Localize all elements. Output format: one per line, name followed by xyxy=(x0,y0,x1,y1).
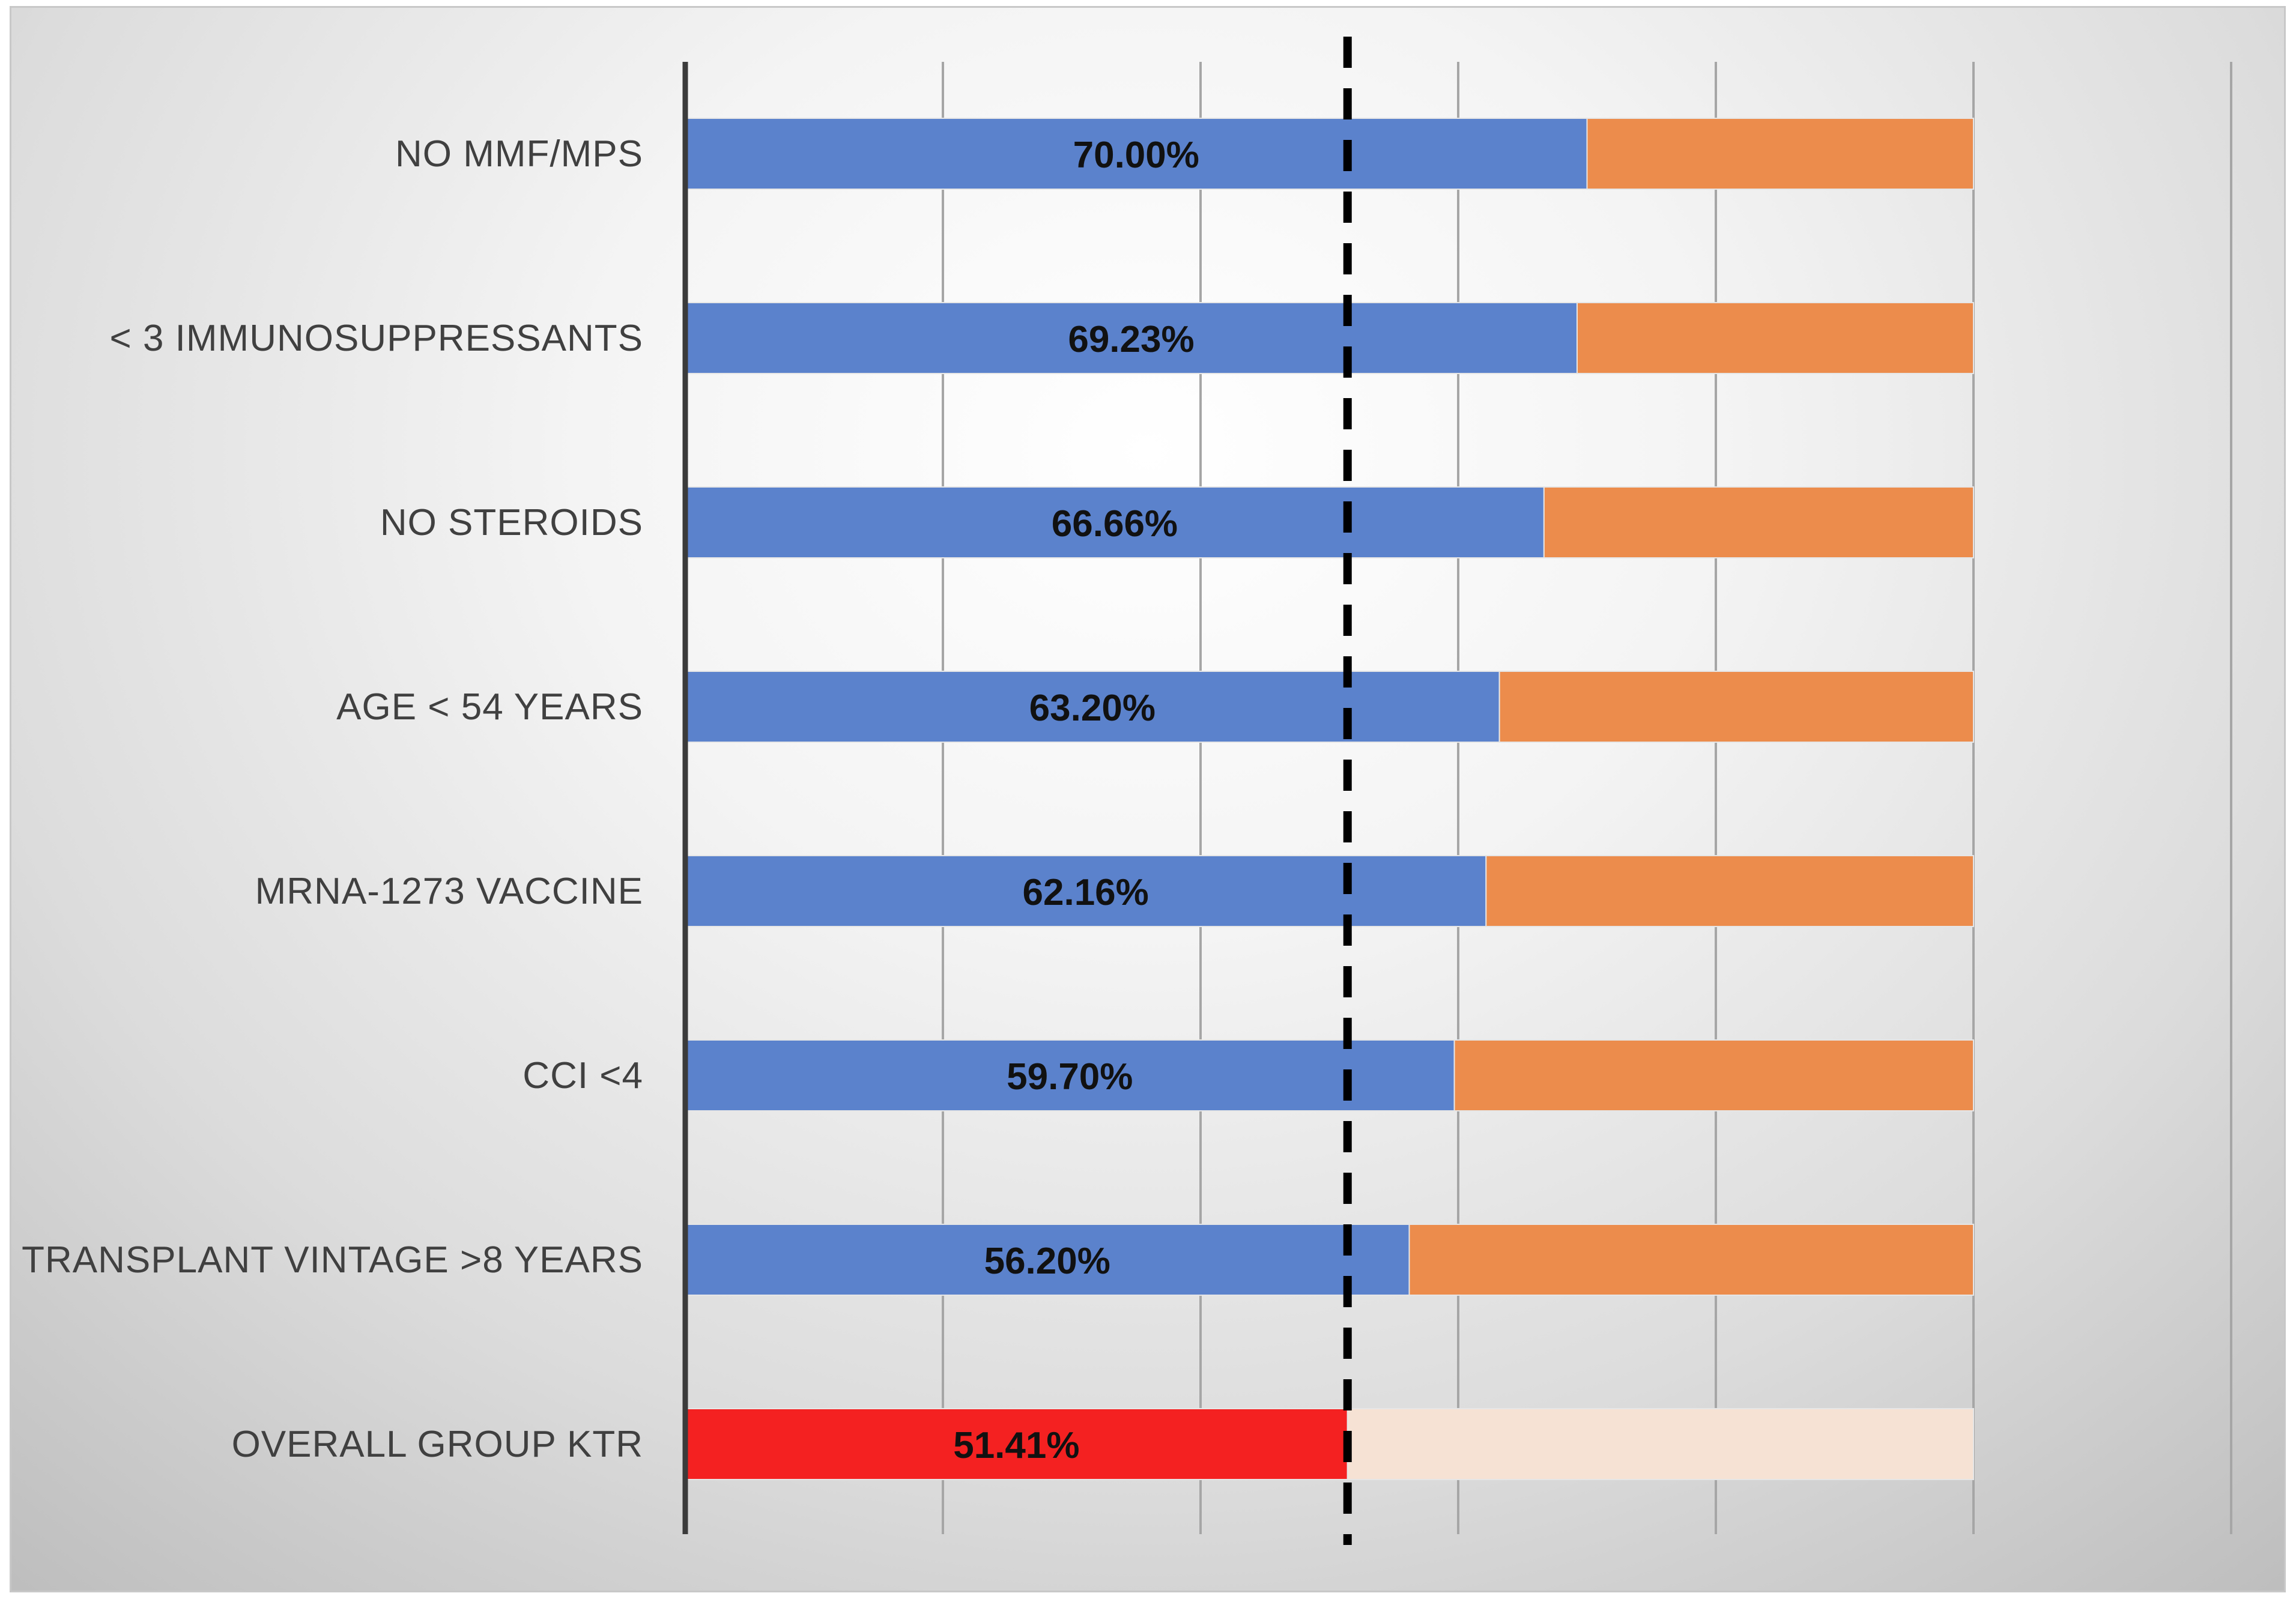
category-label-2: NO STEROIDS xyxy=(380,502,643,543)
labels: NO MMF/MPS 70.00% < 3 IMMUNOSUPPRESSANTS 69… xyxy=(22,133,1199,1466)
category-label-0: NO MMF/MPS xyxy=(395,133,643,175)
bar-non-responders-6 xyxy=(1408,1224,1974,1296)
category-label-6: TRANSPLANT VINTAGE >8 YEARS xyxy=(22,1239,643,1281)
category-label-5: CCI <4 xyxy=(523,1055,643,1096)
bar-non-responders-5 xyxy=(1453,1039,1974,1111)
bar-non-responders-4 xyxy=(1485,855,1975,927)
data-label-5: 59.70% xyxy=(1007,1056,1133,1098)
data-label-1: 69.23% xyxy=(1068,319,1194,360)
data-label-7: 51.41% xyxy=(953,1425,1079,1466)
bar-non-responders-7 xyxy=(1346,1408,1974,1480)
category-label-7: OVERALL GROUP KTR xyxy=(232,1424,643,1465)
data-label-4: 62.16% xyxy=(1023,872,1149,913)
category-label-1: < 3 IMMUNOSUPPRESSANTS xyxy=(110,318,643,359)
data-label-6: 56.20% xyxy=(984,1241,1110,1282)
bar-non-responders-3 xyxy=(1498,671,1974,743)
data-label-2: 66.66% xyxy=(1052,503,1178,545)
bar-responders-2 xyxy=(685,486,1545,558)
bar-responders-6 xyxy=(685,1224,1410,1296)
bar-responders-4 xyxy=(685,855,1487,927)
gridlines xyxy=(942,62,2232,1534)
bar-non-responders-0 xyxy=(1586,118,1974,190)
bar-non-responders-1 xyxy=(1576,302,1974,374)
bars xyxy=(685,118,1975,1480)
bar-non-responders-2 xyxy=(1543,486,1974,558)
chart-frame: NO MMF/MPS 70.00% < 3 IMMUNOSUPPRESSANTS 69… xyxy=(10,6,2286,1592)
data-label-0: 70.00% xyxy=(1073,135,1199,176)
bar-responders-5 xyxy=(685,1039,1455,1111)
response-rate-bar-chart: NO MMF/MPS 70.00% < 3 IMMUNOSUPPRESSANTS 69… xyxy=(22,37,2232,1545)
bar-responders-0 xyxy=(685,118,1588,190)
category-label-3: AGE < 54 YEARS xyxy=(336,686,643,728)
data-label-3: 63.20% xyxy=(1029,688,1156,729)
category-label-4: MRNA-1273 VACCINE xyxy=(255,871,643,912)
bar-responders-7 xyxy=(685,1408,1348,1480)
bar-responders-3 xyxy=(685,671,1500,743)
